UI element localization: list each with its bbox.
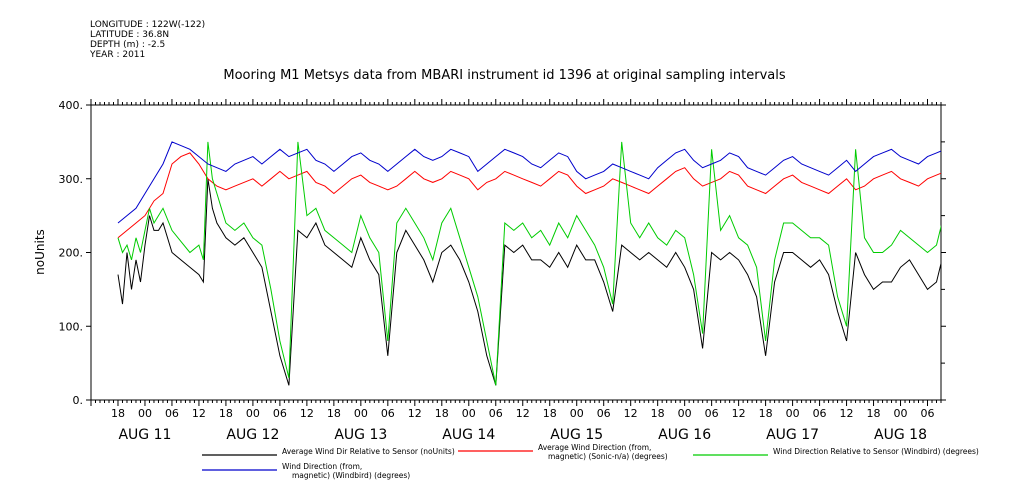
x-date-label: AUG 16 — [658, 427, 711, 443]
y-tick-label: 300. — [59, 173, 84, 186]
x-hour-label: 06 — [597, 407, 611, 420]
x-date-label: AUG 18 — [874, 427, 927, 443]
series-line-3 — [117, 141, 941, 386]
x-hour-label: 00 — [354, 407, 368, 420]
y-tick-label: 200. — [59, 247, 84, 260]
x-date-label: AUG 14 — [442, 427, 495, 443]
legend-label-4: Wind Direction (from, magnetic) (Windbird… — [282, 462, 410, 480]
x-hour-label: 18 — [435, 407, 449, 420]
x-date-label: AUG 15 — [550, 427, 603, 443]
x-hour-label: 12 — [732, 407, 746, 420]
depth-label: DEPTH (m) : -2.5 — [90, 40, 166, 50]
x-hour-label: 06 — [813, 407, 827, 420]
x-hour-label: 06 — [165, 407, 179, 420]
x-hour-label: 06 — [705, 407, 719, 420]
x-hour-label: 18 — [111, 407, 125, 420]
x-hour-label: 00 — [462, 407, 476, 420]
y-tick-label: 400. — [59, 99, 84, 112]
mooring-metadata: LONGITUDE : 122W(-122) LATITUDE : 36.8N … — [90, 20, 205, 60]
chart-title: Mooring M1 Metsys data from MBARI instru… — [223, 68, 786, 83]
x-hour-label: 00 — [570, 407, 584, 420]
x-hour-label: 18 — [759, 407, 773, 420]
x-hour-label: 18 — [867, 407, 881, 420]
x-hour-label: 18 — [651, 407, 665, 420]
x-hour-label: 12 — [624, 407, 638, 420]
plot-frame — [90, 104, 942, 401]
x-hour-label: 06 — [921, 407, 935, 420]
x-hour-label: 00 — [894, 407, 908, 420]
x-hour-label: 18 — [543, 407, 557, 420]
series-line-2 — [117, 152, 941, 239]
x-hour-label: 06 — [489, 407, 503, 420]
x-hour-label: 18 — [219, 407, 233, 420]
latitude-label: LATITUDE : 36.8N — [90, 30, 170, 40]
x-date-label: AUG 17 — [766, 427, 819, 443]
legend-label-2: Average Wind Direction (from, magnetic) (… — [538, 443, 668, 461]
year-label: YEAR : 2011 — [90, 50, 146, 60]
x-date-label: AUG 11 — [118, 427, 171, 443]
y-tick-label: 100. — [59, 320, 84, 333]
x-hour-label: 12 — [408, 407, 422, 420]
x-hour-label: 06 — [381, 407, 395, 420]
x-hour-label: 18 — [327, 407, 341, 420]
y-axis-label: noUnits — [33, 229, 47, 275]
legend-label-1: Average Wind Dir Relative to Sensor (noU… — [282, 447, 455, 456]
x-hour-label: 00 — [678, 407, 692, 420]
series-line-1 — [117, 178, 941, 386]
x-hour-label: 12 — [192, 407, 206, 420]
x-hour-label: 00 — [138, 407, 152, 420]
x-hour-label: 12 — [300, 407, 314, 420]
longitude-label: LONGITUDE : 122W(-122) — [90, 20, 206, 30]
y-tick-label: 0. — [73, 394, 84, 407]
legend-label-3: Wind Direction Relative to Sensor (Windb… — [773, 447, 979, 456]
x-hour-label: 06 — [273, 407, 287, 420]
x-date-label: AUG 12 — [226, 427, 279, 443]
series-line-4 — [117, 141, 941, 224]
x-hour-label: 12 — [516, 407, 530, 420]
x-hour-label: 12 — [840, 407, 854, 420]
x-date-label: AUG 13 — [334, 427, 387, 443]
x-hour-label: 00 — [786, 407, 800, 420]
x-hour-label: 00 — [246, 407, 260, 420]
